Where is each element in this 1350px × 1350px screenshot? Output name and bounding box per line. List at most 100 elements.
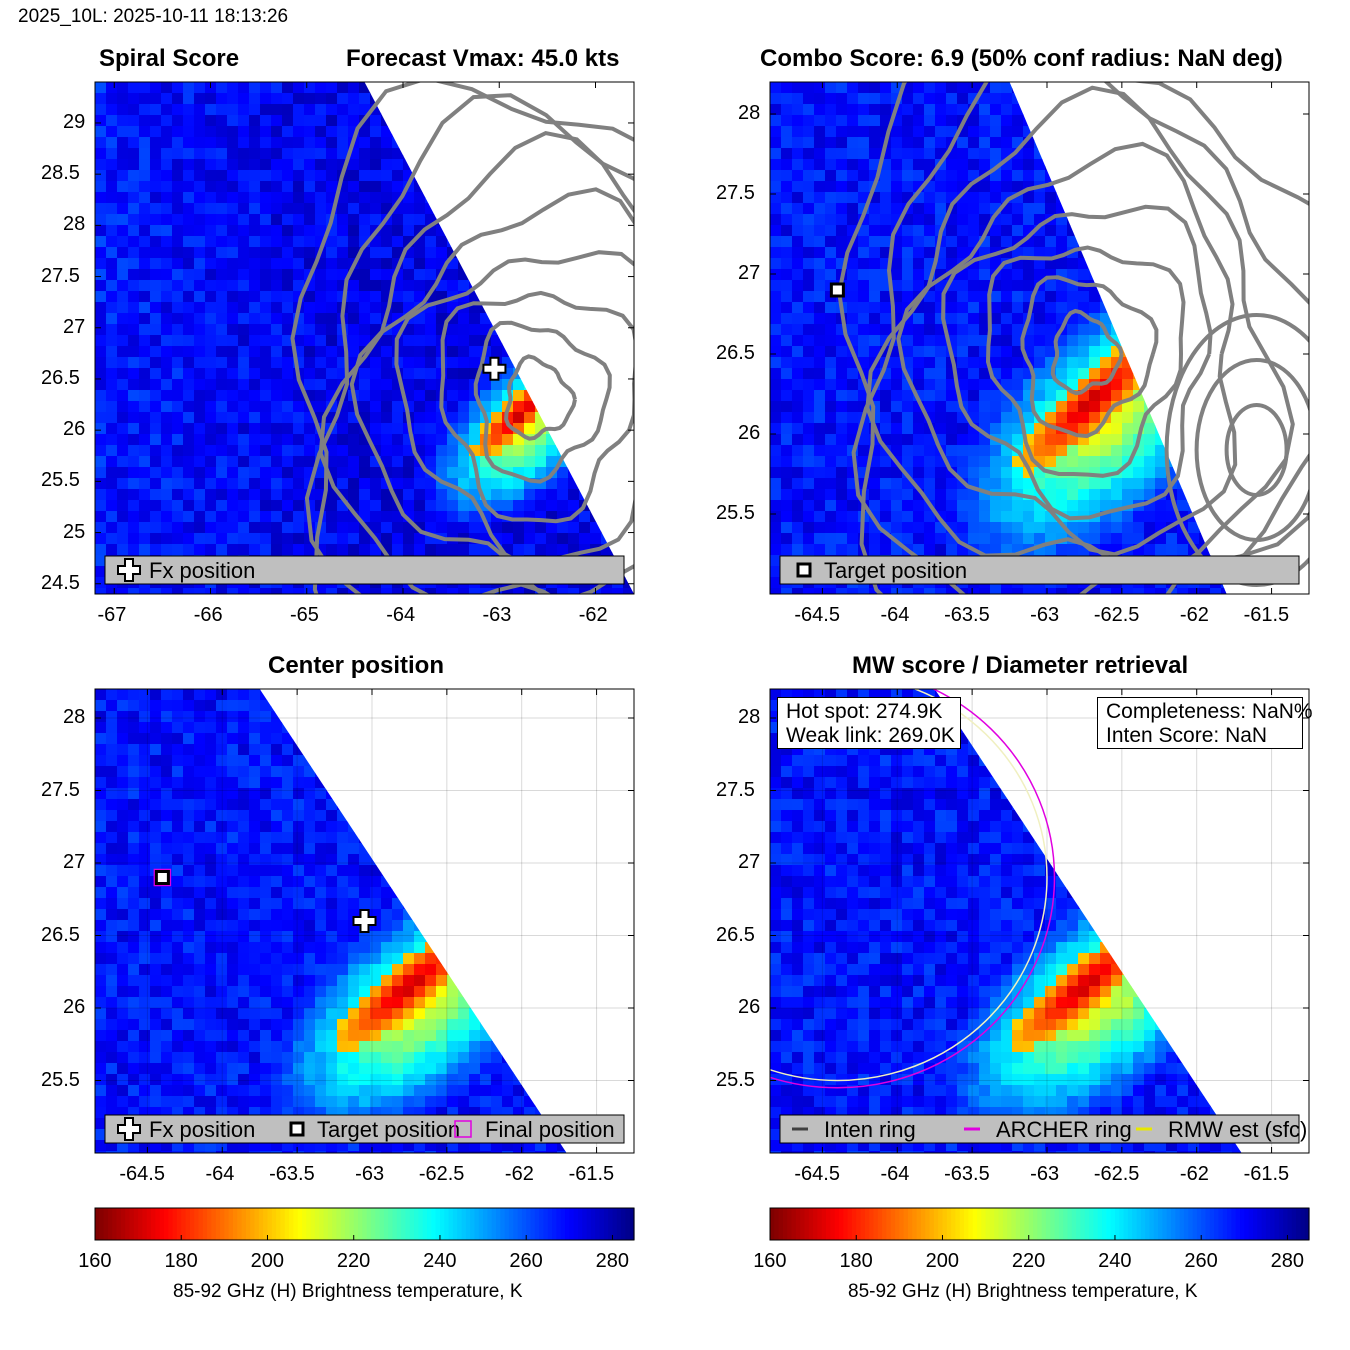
legend-item: Final position (454, 1117, 615, 1142)
ytick-label: 28.5 (41, 162, 80, 185)
legend-label: Final position (485, 1117, 615, 1142)
ytick-label: 25 (63, 520, 86, 543)
ytick-label: 27 (738, 851, 761, 873)
xtick-label: -63.5 (269, 1163, 315, 1185)
colorbar-tick-label: 280 (1270, 1250, 1304, 1272)
axes-box-spiral (94, 81, 635, 595)
colorbar-tick-label: 180 (164, 1250, 198, 1272)
legend-label: Fx position (149, 558, 255, 583)
xtick-label: -63 (355, 1163, 385, 1185)
ytick-label: 27 (738, 262, 761, 284)
legend-label: ARCHER ring (996, 1117, 1132, 1142)
mw-title: MW score / Diameter retrieval (852, 652, 1189, 679)
xtick-label: -63 (1030, 604, 1060, 626)
xtick-label: -64 (880, 604, 910, 626)
xtick-label: -62 (578, 604, 608, 626)
ytick-label: 27.5 (716, 182, 755, 204)
xtick-label: -63 (482, 604, 512, 626)
ytick-label: 24.5 (41, 571, 80, 594)
legend-item: ARCHER ring (964, 1117, 1132, 1142)
ytick-label: 29 (63, 110, 86, 133)
xtick-label: -62 (1179, 604, 1209, 626)
ytick-label: 25.5 (41, 469, 80, 492)
legend-combo: Target position (779, 555, 1300, 585)
axes-box-mw (769, 688, 1310, 1154)
colorbar-label-left: 85-92 GHz (H) Brightness temperature, K (173, 1281, 523, 1302)
xtick-label: -63 (1030, 1163, 1060, 1185)
colorbar-tick-label: 160 (753, 1250, 787, 1272)
colorbar-tick-label: 280 (595, 1250, 629, 1272)
combo-title: Combo Score: 6.9 (50% conf radius: NaN d… (760, 45, 1283, 72)
spiral-vmax-title: Forecast Vmax: 45.0 kts (346, 45, 620, 72)
legend-item: Inten ring (792, 1117, 916, 1142)
legend-item: Target position (796, 558, 967, 583)
ytick-label: 28 (63, 213, 86, 236)
ytick-label: 26.5 (41, 366, 80, 389)
ytick-label: 28 (63, 706, 86, 728)
xtick-label: -64.5 (119, 1163, 165, 1185)
xtick-label: -64.5 (794, 1163, 840, 1185)
ytick-label: 27.5 (41, 264, 80, 287)
spiral-title: Spiral Score (99, 45, 240, 72)
ytick-label: 26.5 (716, 342, 755, 364)
legend-item: Fx position (117, 1117, 255, 1142)
center-title: Center position (268, 652, 445, 679)
ytick-label: 27.5 (41, 778, 80, 801)
xtick-label: -62.5 (418, 1163, 465, 1185)
panel-center: Fx position Target position Final position (94, 688, 635, 1154)
legend-label: Fx position (149, 1117, 255, 1142)
colorbar-tick-label: 240 (423, 1250, 457, 1272)
rings-mw (770, 689, 1056, 1089)
ytick-label: 26.5 (41, 923, 80, 946)
target-position-marker (154, 870, 170, 885)
xtick-label: -67 (97, 604, 127, 626)
archer-ring (770, 689, 1056, 1089)
hot-spot-text: Hot spot: 274.9K (786, 700, 943, 723)
xtick-label: -64 (205, 1163, 235, 1185)
tb-field-mw (770, 689, 1242, 1153)
colorbar-tick-label: 240 (1098, 1250, 1132, 1272)
final-position-marker (153, 868, 172, 887)
ytick-label: 28 (738, 102, 761, 124)
contours-spiral (290, 82, 634, 594)
colorbar-right (769, 1207, 1310, 1241)
panel-spiral: Fx position (94, 81, 635, 595)
ytick-label: 25.5 (41, 1068, 80, 1091)
legend-label: RMW est (sfc) (1168, 1117, 1307, 1142)
inten-score-text: Inten Score: NaN (1106, 724, 1268, 747)
xtick-label: -64 (880, 1163, 910, 1185)
axes-box-combo (769, 81, 1310, 595)
colorbar-tick-label: 220 (1011, 1250, 1046, 1272)
rmw-ring (770, 689, 1048, 1082)
xtick-label: -65 (289, 604, 319, 626)
colorbar-tick-label: 160 (78, 1250, 112, 1272)
colorbar-tick-label: 260 (1184, 1250, 1218, 1272)
xtick-label: -64.5 (794, 604, 840, 626)
xtick-label: -62.5 (1093, 604, 1140, 626)
ytick-label: 28 (738, 706, 761, 728)
ytick-label: 26 (63, 418, 86, 441)
colorbar-tick-label: 180 (839, 1250, 873, 1272)
ytick-label: 27 (63, 851, 86, 873)
colorbar-label-right: 85-92 GHz (H) Brightness temperature, K (848, 1281, 1198, 1302)
ytick-label: 26 (63, 996, 86, 1018)
colorbar-tick-label: 220 (336, 1250, 371, 1272)
ytick-label: 26 (738, 422, 761, 444)
xtick-label: -61.5 (568, 1163, 615, 1185)
fx-position-marker (482, 356, 507, 381)
xtick-label: -61.5 (1243, 1163, 1290, 1185)
xtick-label: -64 (386, 604, 416, 626)
suptitle: 2025_10L: 2025-10-11 18:13:26 (18, 6, 289, 27)
legend-item: Target position (289, 1117, 460, 1142)
ytick-label: 26 (738, 996, 761, 1018)
xtick-label: -62 (1179, 1163, 1209, 1185)
axes-box-center (94, 688, 635, 1154)
xtick-label: -63.5 (944, 1163, 990, 1185)
ytick-label: 25.5 (716, 502, 755, 524)
colorbar-tick-label: 200 (925, 1250, 960, 1272)
colorbar-tick-label: 200 (250, 1250, 285, 1272)
ytick-label: 27 (63, 315, 86, 338)
ytick-label: 25.5 (716, 1068, 755, 1091)
legend-spiral: Fx position (104, 555, 625, 585)
